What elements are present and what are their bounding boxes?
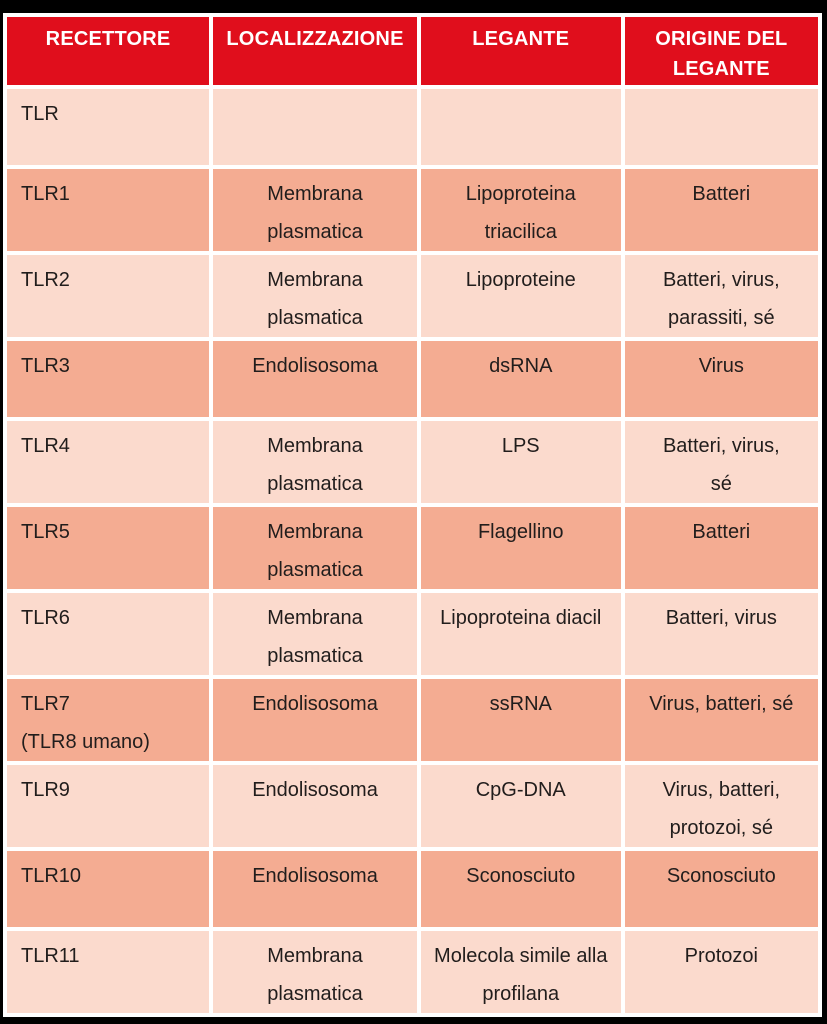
table-row-tlr6: TLR6 Membrana plasmatica Lipoproteina di… [7,593,818,675]
table-row-tlr4: TLR4 Membrana plasmatica LPS Batteri, vi… [7,421,818,503]
table-cell: Lipoproteine [420,255,621,337]
table-cell: Sconosciuto [624,851,818,927]
table-row-tlr5: TLR5 Membrana plasmatica Flagellino Batt… [7,507,818,589]
table-row-tlr9: TLR9 Endolisosoma CpG-DNA Virus, batteri… [7,765,818,847]
table-cell: Virus [624,341,818,417]
cell-receptor: TLR11 [7,931,210,1013]
cell-receptor: TLR3 [7,341,210,417]
cell-receptor: TLR1 [7,169,210,251]
table-cell: Lipoproteina diacil [420,593,621,675]
table-cell: Lipoproteina triacilica [420,169,621,251]
col-header-recettore: RECETTORE [7,17,210,85]
table-cell: ssRNA [420,679,621,761]
table-row-tlr3: TLR3 Endolisosoma dsRNA Virus [7,341,818,417]
table-body: TLR TLR1 Membrana plasmatica Lipoprotein… [7,89,818,1013]
cell-receptor: TLR10 [7,851,210,927]
table-cell [420,89,621,165]
table-cell: Endolisosoma [213,341,417,417]
table-row-tlr7: TLR7 (TLR8 umano) Endolisosoma ssRNA Vir… [7,679,818,761]
table-cell: Membrana plasmatica [213,421,417,503]
table-cell: Batteri, virus [624,593,818,675]
table-cell: Molecola simile alla profilana [420,931,621,1013]
table-cell: Membrana plasmatica [213,507,417,589]
table-cell: Batteri, virus, sé [624,421,818,503]
table-row-tlr: TLR [7,89,818,165]
table-row-tlr1: TLR1 Membrana plasmatica Lipoproteina tr… [7,169,818,251]
table-cell: Membrana plasmatica [213,593,417,675]
table-cell: dsRNA [420,341,621,417]
cell-receptor: TLR [7,89,210,165]
table-cell: Batteri [624,169,818,251]
table-cell: Virus, batteri, protozoi, sé [624,765,818,847]
cell-receptor: TLR5 [7,507,210,589]
cell-receptor: TLR6 [7,593,210,675]
table-cell: LPS [420,421,621,503]
cell-receptor: TLR7 (TLR8 umano) [7,679,210,761]
table-cell: Membrana plasmatica [213,255,417,337]
col-header-legante: LEGANTE [420,17,621,85]
table-cell: Batteri, virus, parassiti, sé [624,255,818,337]
col-header-localizzazione: LOCALIZZAZIONE [213,17,417,85]
table-header: RECETTORE LOCALIZZAZIONE LEGANTE ORIGINE… [7,17,818,85]
table-row-tlr2: TLR2 Membrana plasmatica Lipoproteine Ba… [7,255,818,337]
table-row-tlr11: TLR11 Membrana plasmatica Molecola simil… [7,931,818,1013]
table-cell: Flagellino [420,507,621,589]
cell-receptor: TLR9 [7,765,210,847]
header-row: RECETTORE LOCALIZZAZIONE LEGANTE ORIGINE… [7,17,818,85]
table-cell: Membrana plasmatica [213,931,417,1013]
table-cell: Sconosciuto [420,851,621,927]
table-cell: Endolisosoma [213,765,417,847]
col-header-origine: ORIGINE DEL LEGANTE [624,17,818,85]
table-cell: Protozoi [624,931,818,1013]
table-cell: Membrana plasmatica [213,169,417,251]
table-cell: Batteri [624,507,818,589]
cell-receptor: TLR2 [7,255,210,337]
table-row-tlr10: TLR10 Endolisosoma Sconosciuto Sconosciu… [7,851,818,927]
cell-receptor: TLR4 [7,421,210,503]
table-cell: CpG-DNA [420,765,621,847]
table-cell: Endolisosoma [213,851,417,927]
tlr-table: RECETTORE LOCALIZZAZIONE LEGANTE ORIGINE… [3,13,822,1017]
table-cell: Endolisosoma [213,679,417,761]
table-cell [213,89,417,165]
table-cell: Virus, batteri, sé [624,679,818,761]
table-cell [624,89,818,165]
